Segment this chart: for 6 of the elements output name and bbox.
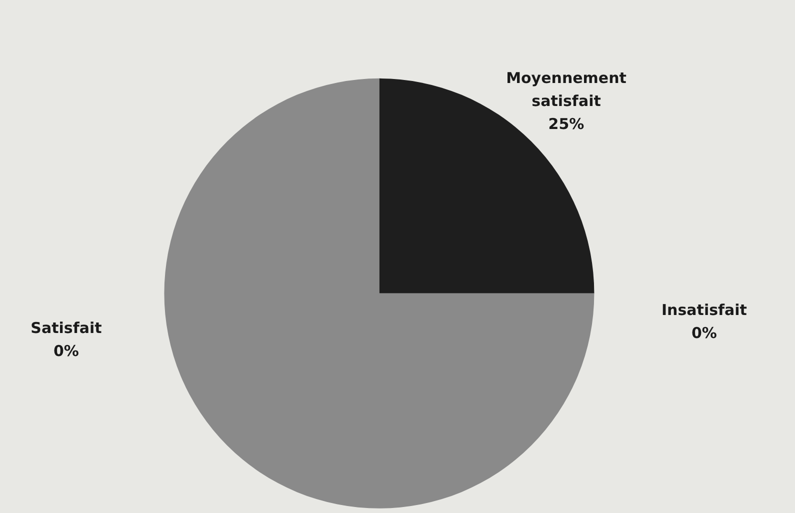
data-label: 25% — [548, 114, 584, 133]
text: 0% — [53, 342, 79, 360]
slice-label: Moyennement satisfait — [506, 68, 626, 110]
category-label: Insatisfait — [661, 300, 747, 319]
category-label: Satisfait — [30, 318, 102, 337]
text: 0% — [691, 324, 717, 342]
